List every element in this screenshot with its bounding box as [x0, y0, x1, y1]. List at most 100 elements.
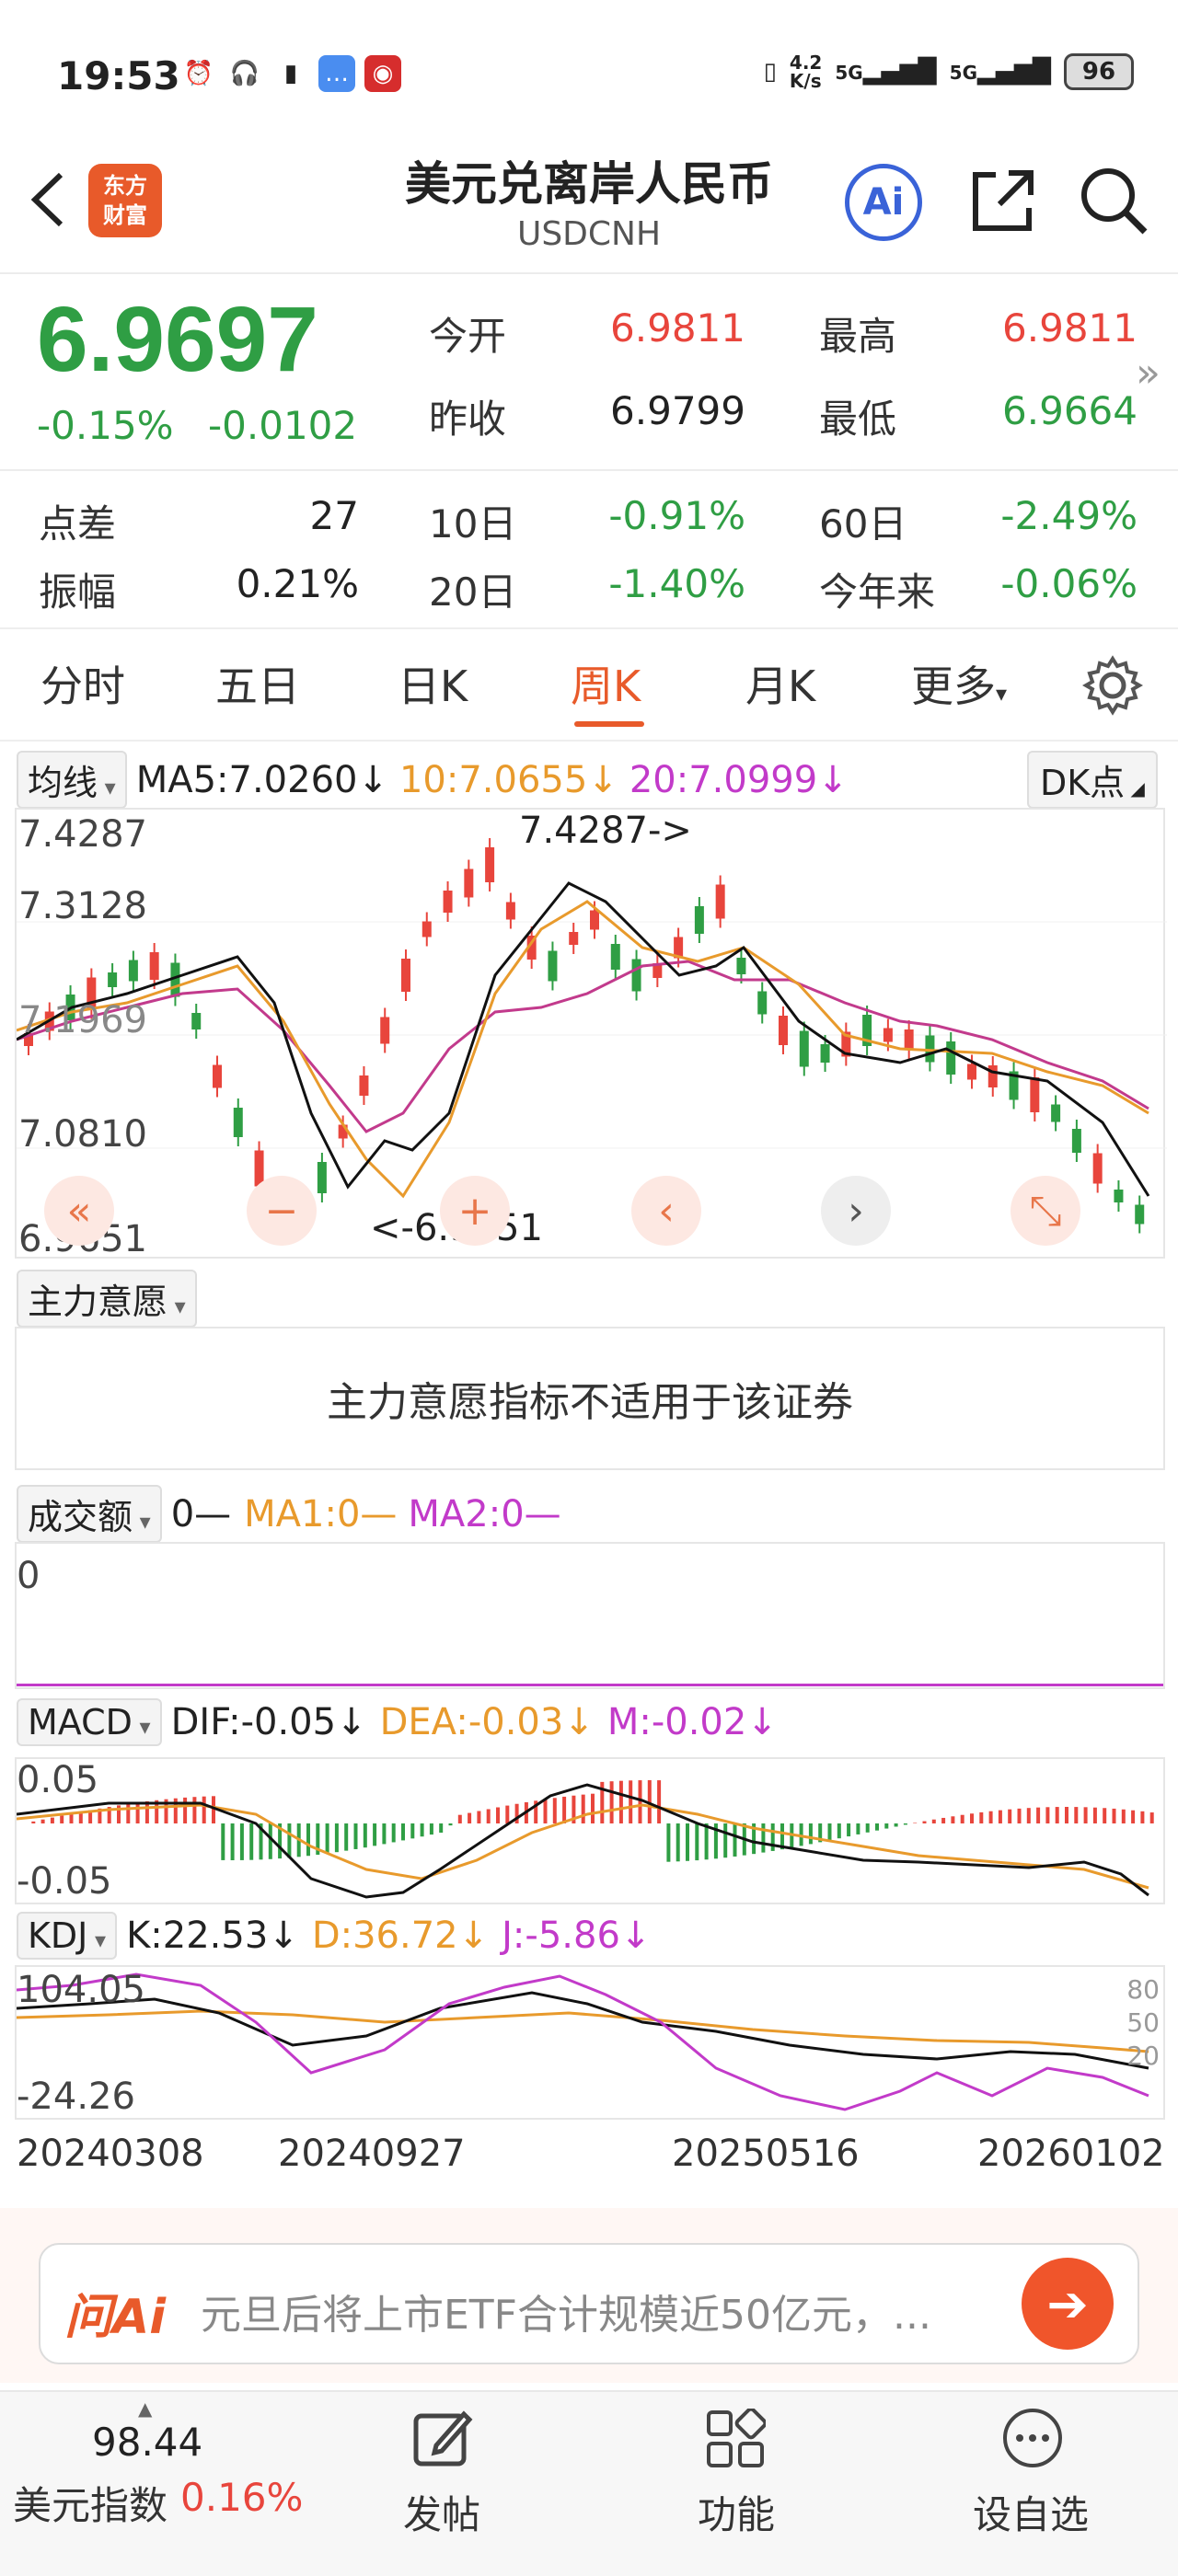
ai-input-placeholder[interactable]: 元旦后将上市ETF合计规模近50亿元，... [201, 2292, 931, 2339]
date-label-1: 20240308 [17, 2133, 204, 2175]
app-logo[interactable]: 东方财富 [88, 164, 162, 237]
ai-question-input[interactable] [39, 2243, 1139, 2364]
add-watchlist-button[interactable] [1001, 2407, 1064, 2469]
settings-button[interactable] [1081, 655, 1144, 716]
vibrate-icon: ▯ [763, 58, 777, 86]
date-label-3: 20250516 [672, 2133, 860, 2175]
scroll-left-fast-button[interactable]: « [44, 1176, 114, 1246]
zhuli-panel: 主力意愿指标不适用于该证券 [15, 1327, 1165, 1470]
zoom-in-button[interactable]: + [440, 1176, 510, 1246]
share-button[interactable] [968, 166, 1038, 236]
macd-bar [334, 1823, 339, 1853]
arrow-right-icon: ➔ [1046, 2274, 1089, 2333]
ma5-value: MA5:7.0260↓ [135, 758, 388, 801]
tab-five-day[interactable]: 五日 [215, 661, 300, 711]
scroll-right-button[interactable]: › [821, 1176, 891, 1246]
tab-monthly-k[interactable]: 月K [745, 661, 816, 711]
tab-intraday[interactable]: 分时 [40, 661, 125, 711]
macd-bar [799, 1823, 803, 1846]
dollar-index-change[interactable]: 0.16% [180, 2475, 304, 2520]
prev-close-label: 昨收 [429, 397, 507, 442]
ytd-value: -0.06% [1000, 561, 1138, 606]
zhuli-dropdown[interactable]: 主力意愿 [17, 1270, 197, 1328]
volume-dropdown[interactable]: 成交额 [17, 1485, 162, 1543]
volume-axis-label: 0 [17, 1555, 40, 1597]
macd-bar [173, 1798, 178, 1823]
post-button[interactable] [412, 2409, 473, 2469]
macd-bar [98, 1808, 102, 1823]
volume-chart[interactable]: 0 [15, 1542, 1165, 1689]
tab-more[interactable]: 更多▾ [911, 661, 1008, 711]
kdj-j-line [17, 1972, 1149, 2111]
function-label[interactable]: 功能 [697, 2492, 775, 2537]
add-watchlist-label[interactable]: 设自选 [972, 2492, 1089, 2537]
macd-m: M:-0.02↓ [606, 1701, 778, 1743]
more-quote-chevron-icon[interactable]: » [1136, 350, 1161, 397]
divider [0, 627, 1178, 629]
macd-bar [268, 1823, 272, 1859]
macd-y-bottom: -0.05 [17, 1860, 112, 1903]
kline-chart[interactable]: 7.4287 7.3128 7.1969 7.0810 6.9651 7.428… [15, 808, 1167, 1260]
macd-bar [723, 1823, 728, 1858]
macd-bar [391, 1823, 396, 1843]
ai-send-button[interactable]: ➔ [1022, 2258, 1114, 2350]
dollar-index-value[interactable]: 98.44 [92, 2420, 203, 2465]
fullscreen-button[interactable]: ⤡ [1011, 1176, 1080, 1246]
macd-bar [353, 1823, 358, 1849]
y-label-4: 7.0810 [18, 1113, 147, 1156]
macd-bar [457, 1814, 462, 1823]
back-arrow-icon [30, 172, 64, 227]
macd-dropdown[interactable]: MACD [17, 1698, 162, 1746]
ma-dropdown[interactable]: 均线 [17, 751, 127, 809]
macd-bar [988, 1811, 993, 1823]
kdj-tick-20: 20 [1126, 2041, 1160, 2071]
macd-bar [249, 1823, 254, 1860]
signal-icon-1: 5G▂▄▆█ [835, 58, 937, 86]
high-marker: 7.4287-> [519, 810, 692, 852]
macd-bar [931, 1819, 936, 1823]
macd-bar [629, 1780, 633, 1823]
tab-daily-k[interactable]: 日K [398, 661, 468, 711]
dollar-index-name[interactable]: 美元指数 [13, 2483, 168, 2528]
volume-ma1: MA1:0— [244, 1492, 398, 1535]
search-button[interactable] [1077, 164, 1150, 237]
dk-point-dropdown[interactable]: DK点 ◢ [1027, 751, 1158, 809]
ai-button[interactable]: Ai [845, 164, 922, 241]
status-time: 19:53 [57, 53, 180, 98]
change-amount: -0.0102 [208, 403, 358, 448]
high-label: 最高 [819, 314, 897, 359]
ma20-line [17, 960, 1149, 1133]
macd-bar [581, 1794, 585, 1823]
macd-bar [638, 1780, 642, 1823]
kdj-dropdown[interactable]: KDJ [17, 1912, 118, 1960]
back-button[interactable] [26, 167, 72, 232]
function-button[interactable] [705, 2407, 768, 2469]
macd-bar [401, 1823, 405, 1841]
date-label-2: 20240927 [278, 2133, 466, 2175]
macd-bar [1140, 1811, 1145, 1823]
tab-weekly-k[interactable]: 周K [571, 661, 641, 711]
macd-bar [856, 1823, 860, 1834]
macd-bar [695, 1823, 699, 1861]
kdj-j: J:-5.86↓ [502, 1915, 652, 1957]
kdj-y-bottom: -24.26 [17, 2076, 135, 2118]
macd-chart[interactable]: 0.05 -0.05 [15, 1757, 1165, 1904]
high-value: 6.9811 [1002, 305, 1138, 351]
amplitude-value: 0.21% [236, 561, 359, 606]
open-value: 6.9811 [610, 305, 745, 351]
macd-bar [316, 1823, 320, 1856]
kdj-chart[interactable]: 104.05 -24.26 80 50 20 [15, 1965, 1165, 2120]
ma10-line [17, 900, 1149, 1199]
net-speed: 4.2 K/s [789, 52, 823, 92]
macd-bar [505, 1805, 510, 1823]
macd-y-top: 0.05 [17, 1759, 99, 1801]
bottom-nav [0, 2390, 1178, 2576]
scroll-left-button[interactable]: ‹ [631, 1176, 701, 1246]
message-app-icon: … [318, 55, 355, 92]
zoom-out-button[interactable]: − [247, 1176, 317, 1246]
post-label[interactable]: 发帖 [402, 2492, 480, 2537]
d60-value: -2.49% [1000, 493, 1138, 538]
macd-bar [344, 1823, 349, 1851]
macd-bar [468, 1812, 472, 1823]
kdj-tick-50: 50 [1126, 2007, 1160, 2038]
